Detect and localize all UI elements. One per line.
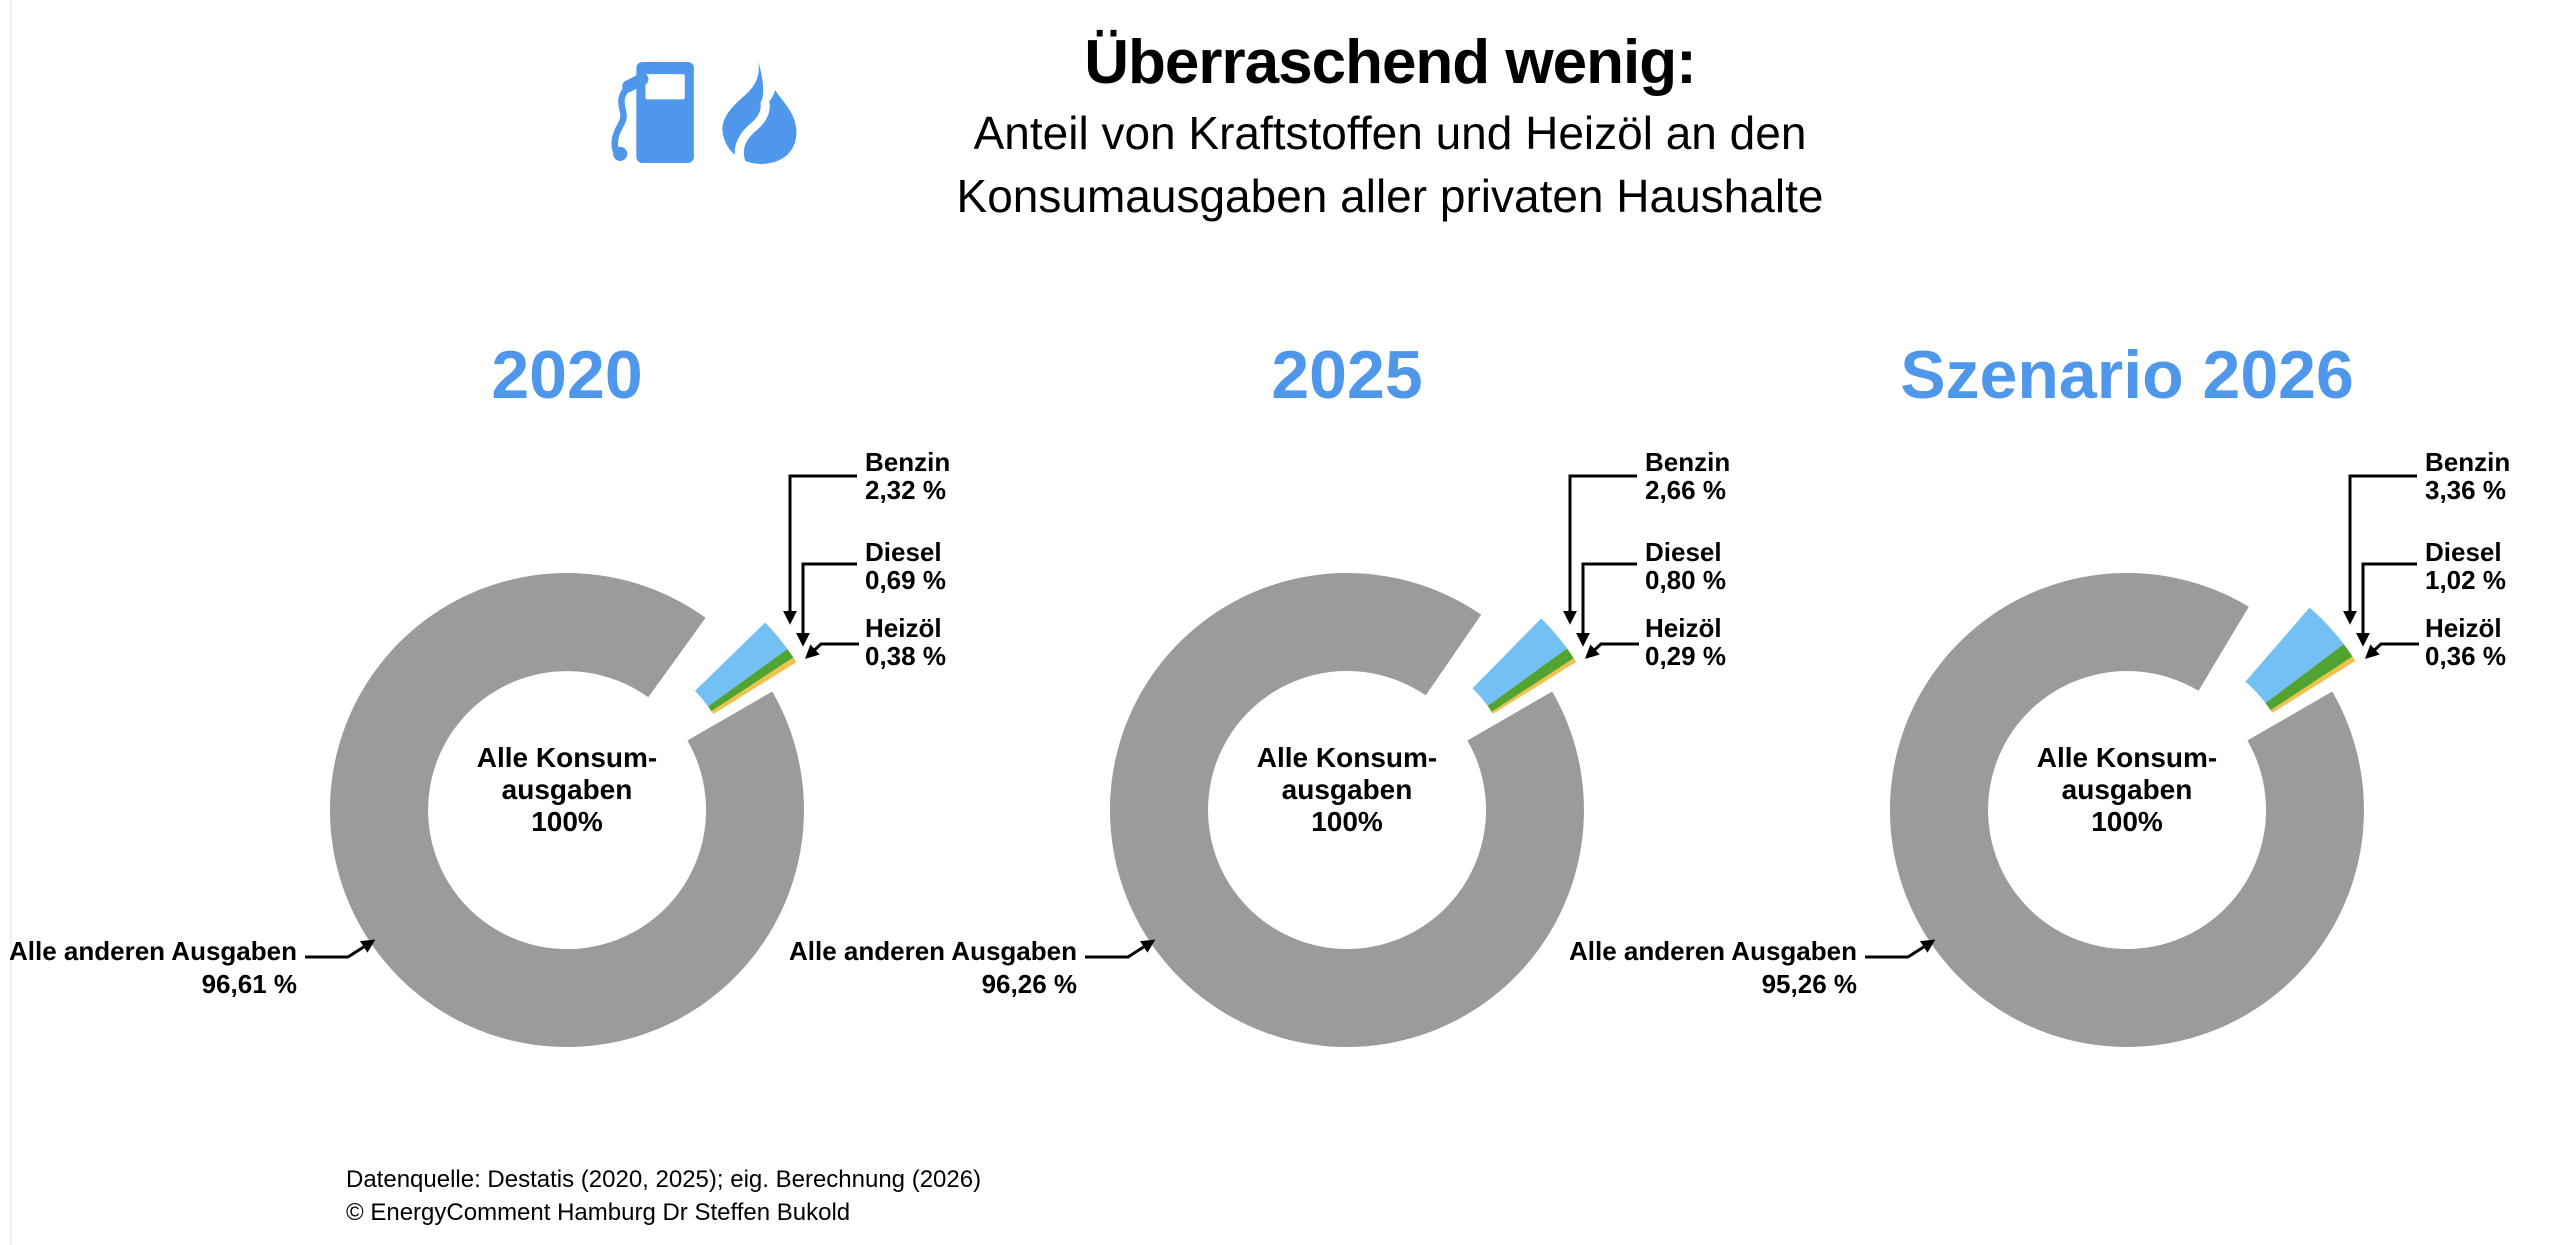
heizoel-slice [2270, 656, 2356, 713]
benzin-callout-line [1563, 474, 1637, 625]
chart-panel-szenario-2026: Szenario 2026 Alle Konsum- ausgaben 100%… [1567, 330, 2560, 1170]
diesel-slice [1487, 648, 1574, 712]
page-edge-line [10, 0, 12, 1245]
slice-name: Alle anderen Ausgaben [1569, 936, 1857, 966]
heizoel-callout-line [1584, 642, 1639, 659]
other-slice [1109, 573, 1584, 1048]
slice-value: 0,29 % [1645, 641, 1726, 671]
heizoel-slice [711, 657, 797, 715]
donut-chart-svg [305, 474, 859, 1048]
other-callout-line [305, 939, 376, 959]
slice-name: Benzin [1645, 447, 1731, 477]
page-subtitle-line-2: Konsumausgaben aller privaten Haushalte [956, 170, 1824, 222]
slice-value: 1,02 % [2425, 565, 2506, 595]
donut-center-label: Alle Konsum- ausgaben 100% [2036, 742, 2218, 837]
other-callout-line [1865, 939, 1936, 959]
slice-name: Benzin [865, 447, 951, 477]
chart-year-title: 2025 [1271, 337, 1423, 413]
source-line-2: © EnergyComment Hamburg Dr Steffen Bukol… [346, 1199, 851, 1226]
other-callout-label: Alle anderen Ausgaben 96,61 % [7, 935, 297, 1001]
benzin-callout-label: Benzin 2,32 % [865, 448, 950, 504]
chart-panel-2025: 2025 Alle Konsum- ausgaben 100% Benzin 2… [787, 330, 1907, 1170]
slice-value: 0,80 % [1645, 565, 1726, 595]
slice-name: Diesel [2425, 537, 2502, 567]
heizoel-callout-label: Heizöl 0,38 % [865, 614, 946, 670]
slice-value: 95,26 % [1761, 969, 1857, 999]
benzin-slice [2245, 607, 2344, 703]
slice-value: 0,69 % [865, 565, 946, 595]
slice-name: Heizöl [2425, 613, 2502, 643]
slice-value: 3,36 % [2425, 475, 2506, 505]
donut-chart-svg [1865, 474, 2419, 1047]
slice-name: Heizöl [865, 613, 942, 643]
page-subtitle-line-1: Anteil von Kraftstoffen und Heizöl an de… [973, 107, 1807, 159]
slice-name: Benzin [2425, 447, 2511, 477]
other-callout-label: Alle anderen Ausgaben 95,26 % [1567, 935, 1857, 1001]
heizoel-slice [1491, 658, 1577, 714]
page-subtitle: Anteil von Kraftstoffen und Heizöl an de… [590, 102, 2190, 228]
benzin-callout-line [783, 474, 857, 625]
diesel-callout-line [1576, 562, 1637, 647]
benzin-callout-label: Benzin 2,66 % [1645, 448, 1730, 504]
benzin-callout-label: Benzin 3,36 % [2425, 448, 2510, 504]
fuel-pump-icon [610, 60, 696, 170]
diesel-callout-label: Diesel 0,80 % [1645, 538, 1726, 594]
other-callout-line [1085, 939, 1156, 959]
donut-chart-svg [1085, 474, 1639, 1048]
source-note: Datenquelle: Destatis (2020, 2025); eig.… [346, 1163, 981, 1229]
heizoel-callout-line [804, 642, 859, 659]
other-slice [1889, 572, 2364, 1047]
diesel-slice [2265, 644, 2353, 711]
other-callout-label: Alle anderen Ausgaben 96,26 % [787, 935, 1077, 1001]
slice-value: 2,32 % [865, 475, 946, 505]
slice-name: Diesel [1645, 537, 1722, 567]
diesel-slice [708, 649, 794, 712]
slice-name: Alle anderen Ausgaben [9, 936, 297, 966]
chart-year-title: Szenario 2026 [1900, 337, 2354, 413]
diesel-callout-line [796, 562, 857, 647]
benzin-slice [1472, 618, 1567, 706]
chart-panel-2020: 2020 Alle Konsum- ausgaben 100% Benzin 2… [7, 330, 1127, 1170]
slice-name: Heizöl [1645, 613, 1722, 643]
flame-icon [710, 60, 802, 171]
source-line-1: Datenquelle: Destatis (2020, 2025); eig.… [346, 1166, 982, 1193]
donut-center-label: Alle Konsum- ausgaben 100% [1256, 742, 1438, 837]
heizoel-callout-label: Heizöl 0,29 % [1645, 614, 1726, 670]
slice-value: 96,26 % [981, 969, 1077, 999]
chart-year-title: 2020 [491, 337, 643, 413]
heizoel-callout-label: Heizöl 0,36 % [2425, 614, 2506, 670]
donut-center-label: Alle Konsum- ausgaben 100% [476, 742, 658, 837]
diesel-callout-line [2356, 562, 2417, 647]
page-title: Überraschend wenig: [1084, 28, 1696, 97]
slice-value: 96,61 % [201, 969, 297, 999]
other-slice [329, 573, 804, 1048]
heizoel-callout-line [2364, 642, 2419, 659]
benzin-slice [695, 622, 788, 707]
benzin-callout-line [2343, 474, 2417, 625]
slice-value: 0,38 % [865, 641, 946, 671]
slice-value: 0,36 % [2425, 641, 2506, 671]
header-icons [610, 60, 810, 175]
diesel-callout-label: Diesel 0,69 % [865, 538, 946, 594]
diesel-callout-label: Diesel 1,02 % [2425, 538, 2506, 594]
slice-name: Alle anderen Ausgaben [789, 936, 1077, 966]
slice-value: 2,66 % [1645, 475, 1726, 505]
slice-name: Diesel [865, 537, 942, 567]
